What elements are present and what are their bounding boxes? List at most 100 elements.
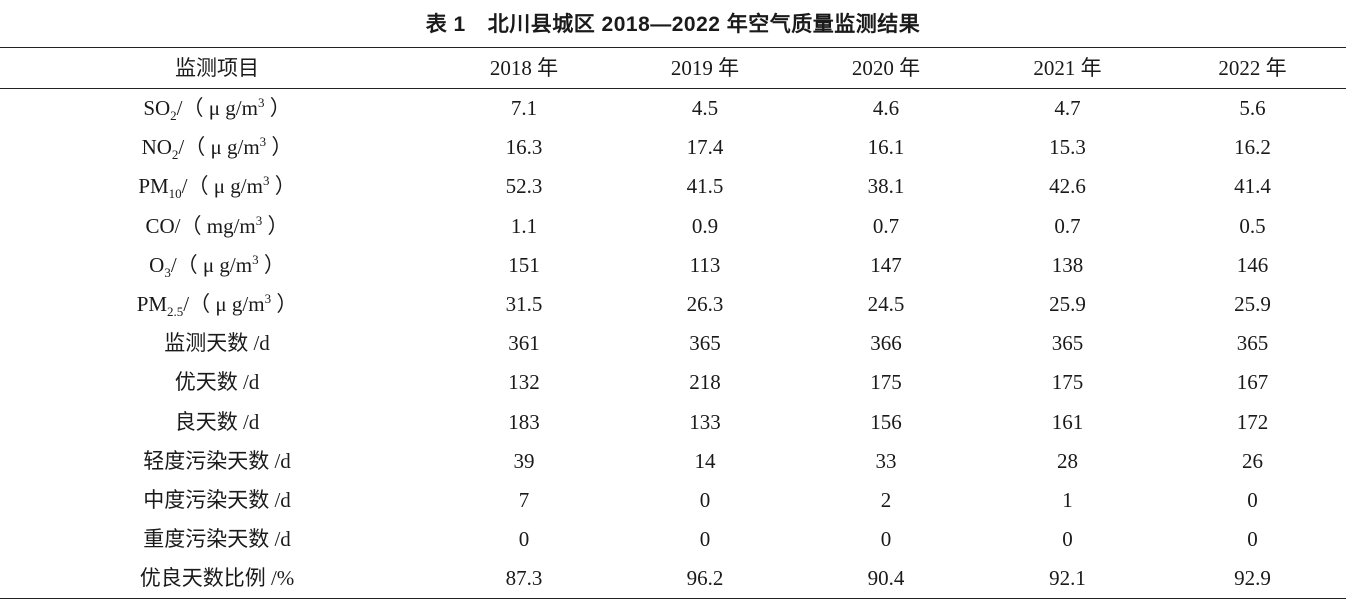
table-cell: 16.3 [505,135,543,160]
table-row: PM10/（ μ g/m3 ） 52.3 41.5 38.1 42.6 41.4 [0,167,1346,206]
table-cell: 0 [1247,487,1258,512]
header-2020: 2020 年 [851,55,921,80]
table-cell: 133 [689,409,721,434]
row-label: PM10/（ μ g/m3 ） [138,173,296,202]
header-2018: 2018 年 [489,55,559,80]
table-cell: 4.5 [691,96,719,121]
table-row: 优天数 /d 132 218 175 175 167 [0,363,1346,402]
table-cell: 7 [518,487,530,512]
table-cell: 25.9 [1234,292,1271,317]
table-cell: 0.5 [1239,213,1266,238]
header-item: 监测项目 [175,55,259,80]
table-row: 优良天数比例 /% 87.3 96.2 90.4 92.1 92.9 [0,559,1346,598]
table-cell: 146 [1236,252,1269,277]
table-cell: 39 [513,448,535,473]
table-cell: 0.7 [872,213,900,238]
table-cell: 26.3 [686,292,724,317]
table-cell: 0 [880,527,892,552]
table-cell: 17.4 [686,135,724,160]
table-cell: 52.3 [505,174,543,199]
row-label: CO/（ mg/m3 ） [145,212,289,238]
table-cell: 0 [518,527,530,552]
row-label: PM2.5/（ μ g/m3 ） [136,291,298,320]
row-label: NO2/（ μ g/m3 ） [141,134,293,163]
table-row: SO2/（ μ g/m3 ） 7.1 4.5 4.6 4.7 5.6 [0,89,1346,128]
table-cell: 175 [870,370,902,395]
table-cell: 0.7 [1054,213,1081,238]
table-body: SO2/（ μ g/m3 ） 7.1 4.5 4.6 4.7 5.6 NO2/（ μ g/m… [0,89,1346,598]
air-quality-table: 监测项目 2018 年 2019 年 2020 年 2021 年 2022 年 … [0,47,1346,599]
table-caption: 表 1 北川县城区 2018—2022 年空气质量监测结果 [0,8,1346,42]
row-label: O3/（ μ g/m3 ） [149,251,285,281]
table-cell: 87.3 [505,566,543,591]
table-cell: 25.9 [1049,292,1086,317]
row-label: 优天数 /d [174,370,260,395]
table-cell: 16.1 [867,135,905,160]
table-row: NO2/（ μ g/m3 ） 16.3 17.4 16.1 15.3 16.2 [0,128,1346,167]
row-label: SO2/（ μ g/m3 ） [143,95,291,124]
table-cell: 365 [1051,331,1084,356]
table-row: 良天数 /d 183 133 156 161 172 [0,403,1346,442]
table-cell: 4.7 [1054,96,1081,121]
table-cell: 175 [1051,370,1084,395]
table-cell: 92.1 [1049,566,1086,591]
table-cell: 132 [508,370,540,395]
row-label: 轻度污染天数 /d [143,448,291,473]
table-cell: 0 [699,487,711,512]
table-row: O3/（ μ g/m3 ） 151 113 147 138 146 [0,246,1346,285]
table-title: 北川县城区 2018—2022 年空气质量监测结果 [487,13,921,36]
table-cell: 38.1 [867,174,905,199]
table-cell: 167 [1236,370,1269,395]
table-cell: 26 [1242,448,1263,473]
table-row: 中度污染天数 /d 7 0 2 1 0 [0,481,1346,520]
table-cell: 183 [508,409,540,434]
table-cell: 2 [880,487,892,512]
table-row: PM2.5/（ μ g/m3 ） 31.5 26.3 24.5 25.9 25.9 [0,285,1346,324]
table-cell: 16.2 [1234,135,1271,160]
table-row: 监测天数 /d 361 365 366 365 365 [0,324,1346,363]
table-cell: 42.6 [1049,174,1086,199]
table-row: 重度污染天数 /d 0 0 0 0 0 [0,520,1346,559]
table-cell: 90.4 [867,566,905,591]
row-label: 良天数 /d [174,409,260,434]
row-label: 中度污染天数 /d [143,487,291,512]
header-2019: 2019 年 [670,55,740,80]
table-number: 表 1 [425,13,466,36]
header-2022: 2022 年 [1218,55,1287,80]
table-cell: 172 [1236,409,1269,434]
table-row: CO/（ mg/m3 ） 1.1 0.9 0.7 0.7 0.5 [0,207,1346,246]
table-cell: 31.5 [505,292,543,317]
table-cell: 365 [1236,331,1269,356]
table-cell: 96.2 [686,566,724,591]
table-cell: 7.1 [510,96,538,121]
table-cell: 361 [508,331,540,356]
table-cell: 366 [870,331,902,356]
table-cell: 28 [1057,448,1078,473]
table-cell: 92.9 [1234,566,1271,591]
table-cell: 218 [689,370,721,395]
table-cell: 365 [689,331,721,356]
table-cell: 156 [870,409,902,434]
table-cell: 138 [1051,252,1084,277]
table-cell: 41.4 [1234,174,1271,199]
table-cell: 0 [1062,527,1073,552]
table-cell: 113 [689,252,721,277]
table-cell: 4.6 [872,96,900,121]
table-header-row: 监测项目 2018 年 2019 年 2020 年 2021 年 2022 年 [0,48,1346,89]
table-cell: 147 [870,252,902,277]
table-cell: 41.5 [686,174,724,199]
table-row: 轻度污染天数 /d 39 14 33 28 26 [0,442,1346,481]
header-2021: 2021 年 [1033,55,1102,80]
table-cell: 0 [1247,527,1258,552]
row-label: 优良天数比例 /% [139,566,295,591]
table-cell: 0.9 [691,213,719,238]
table-cell: 1 [1062,487,1073,512]
table-cell: 1.1 [510,213,538,238]
table-cell: 14 [694,448,716,473]
row-label: 重度污染天数 /d [143,527,291,552]
table-cell: 0 [699,527,711,552]
table-cell: 33 [875,448,897,473]
row-label: 监测天数 /d [164,331,270,356]
table-cell: 24.5 [867,292,905,317]
table-cell: 15.3 [1049,135,1086,160]
